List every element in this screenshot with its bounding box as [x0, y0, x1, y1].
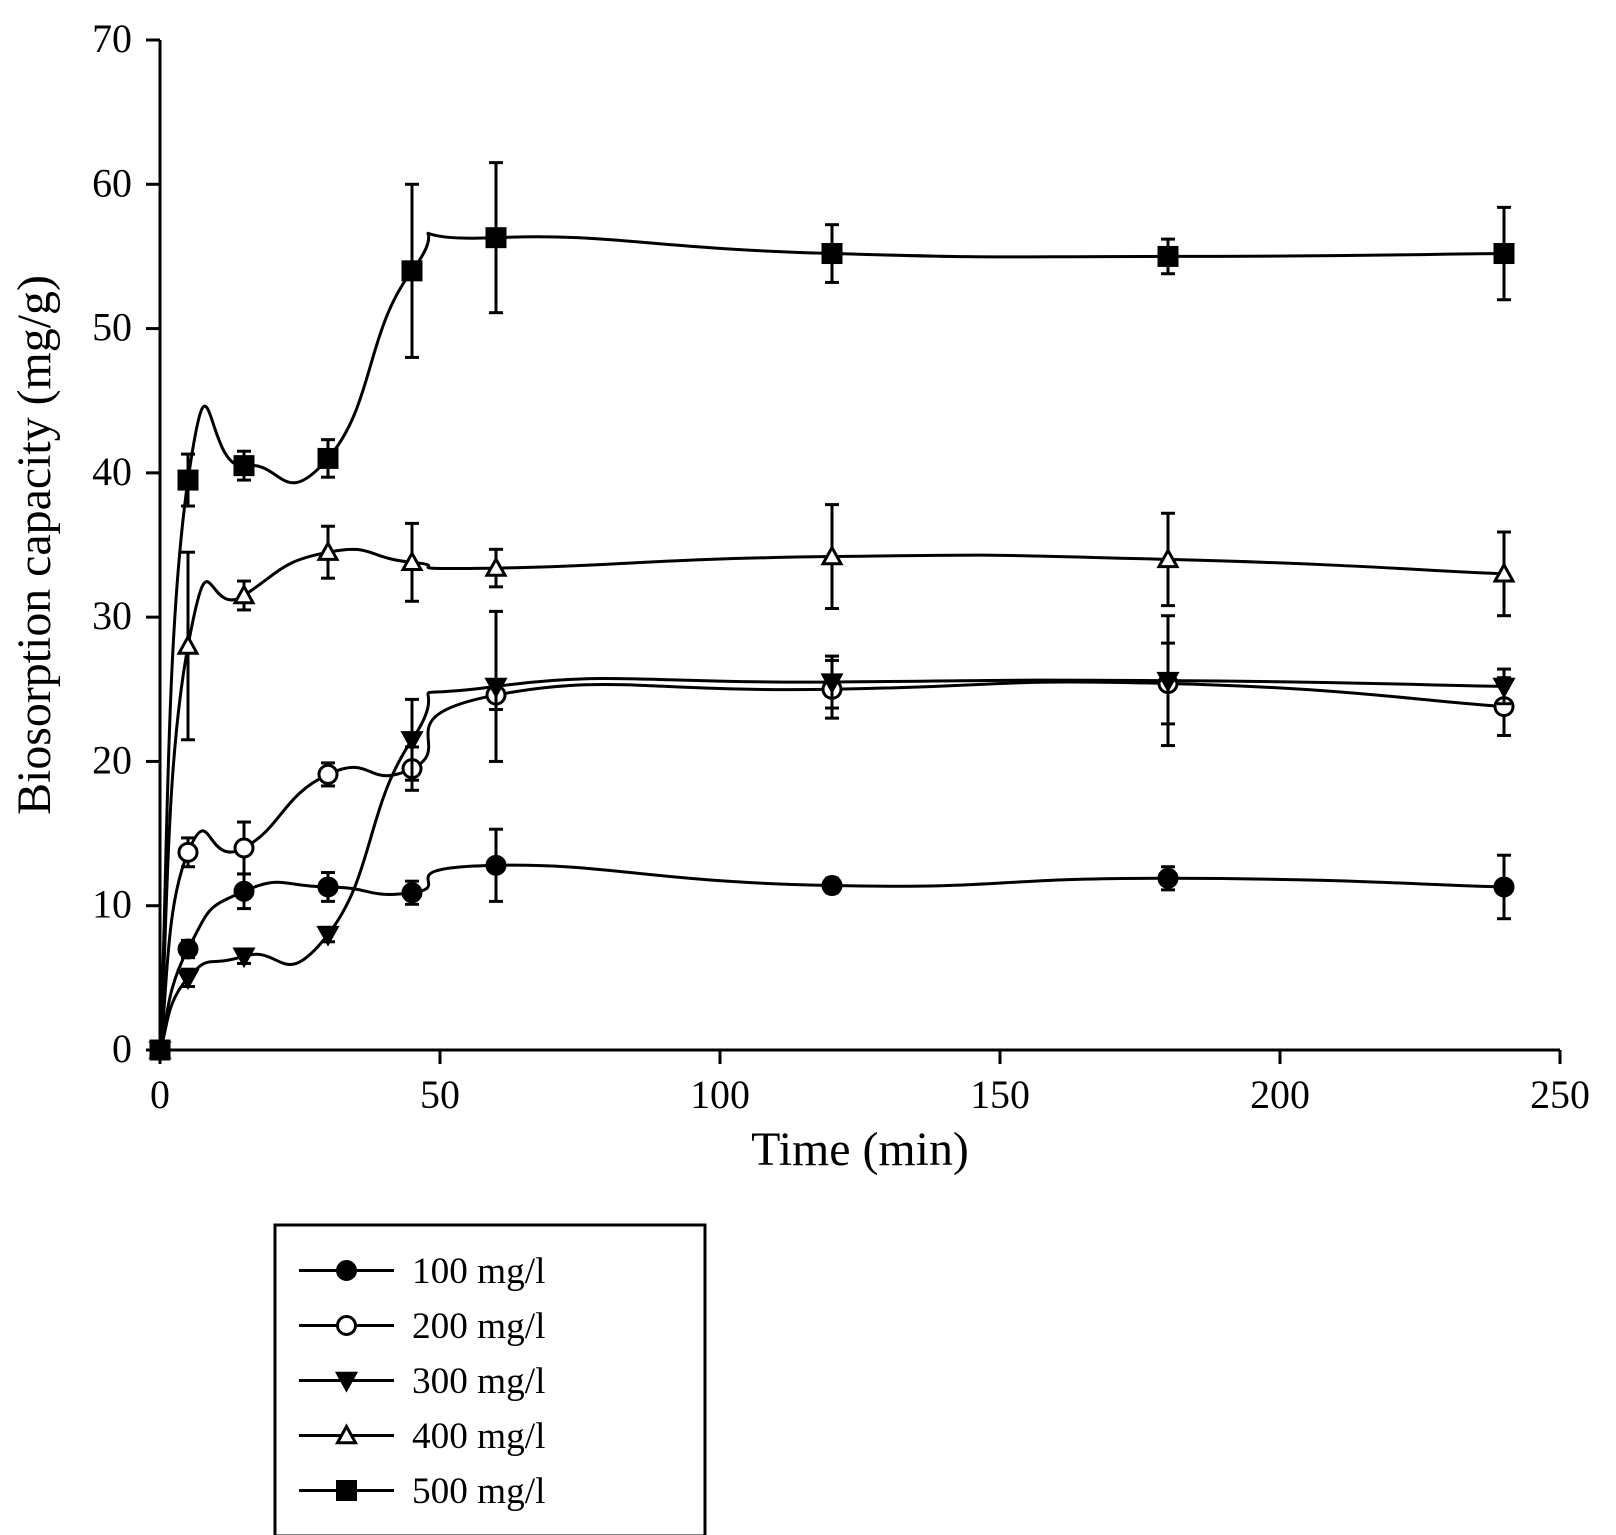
y-tick-label: 20 — [92, 737, 132, 782]
x-tick-label: 200 — [1250, 1072, 1310, 1117]
legend-label: 100 mg/l — [412, 1251, 545, 1292]
y-tick-label: 40 — [92, 449, 132, 494]
x-tick-label: 150 — [970, 1072, 1030, 1117]
y-tick-label: 60 — [92, 160, 132, 205]
y-tick-label: 10 — [92, 882, 132, 927]
x-tick-label: 50 — [420, 1072, 460, 1117]
x-tick-label: 0 — [150, 1072, 170, 1117]
legend-label: 500 mg/l — [412, 1471, 545, 1512]
legend-label: 200 mg/l — [412, 1306, 545, 1347]
x-tick-label: 250 — [1530, 1072, 1590, 1117]
y-tick-label: 30 — [92, 593, 132, 638]
legend: 100 mg/l 200 mg/l 300 mg/l 400 mg/l 500 mg/l — [275, 1225, 705, 1535]
x-axis-label: Time (min) — [751, 1123, 969, 1176]
legend-label: 400 mg/l — [412, 1416, 545, 1457]
y-tick-label: 0 — [112, 1026, 132, 1071]
biosorption-chart: 0 50 100 150 200 250 0 10 20 30 40 50 60 70 Time (min)… — [0, 0, 1616, 1535]
x-tick-label: 100 — [690, 1072, 750, 1117]
y-tick-label: 70 — [92, 16, 132, 61]
y-tick-label: 50 — [92, 305, 132, 350]
y-axis-label: Biosorption capacity (mg/g) — [8, 275, 61, 815]
chart-container: 0 50 100 150 200 250 0 10 20 30 40 50 60 70 Time (min)… — [0, 0, 1616, 1535]
legend-label: 300 mg/l — [412, 1361, 545, 1402]
